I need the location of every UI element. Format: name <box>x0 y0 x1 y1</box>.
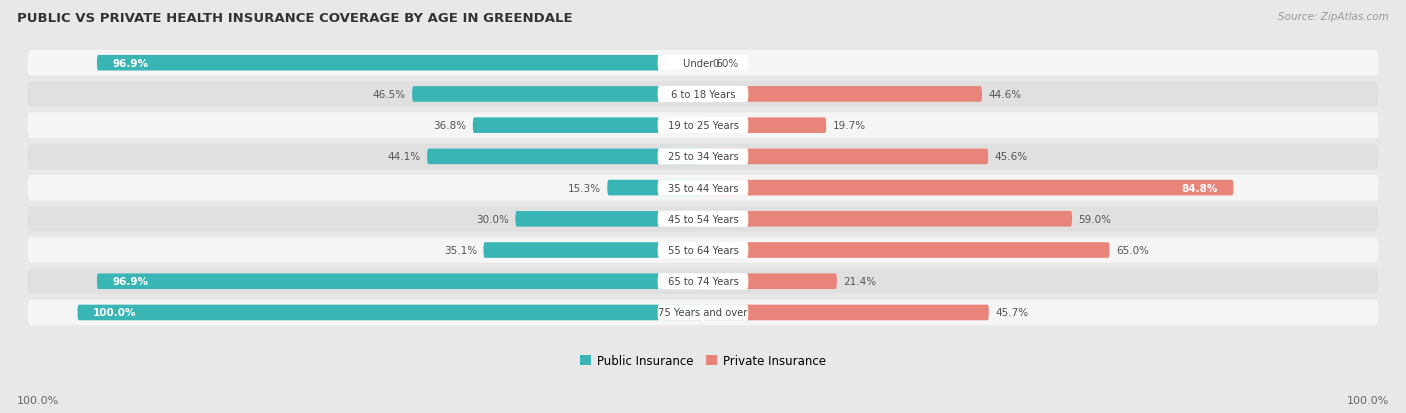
FancyBboxPatch shape <box>658 180 748 196</box>
FancyBboxPatch shape <box>516 211 703 227</box>
FancyBboxPatch shape <box>28 113 1378 139</box>
FancyBboxPatch shape <box>427 149 703 165</box>
FancyBboxPatch shape <box>97 274 703 290</box>
FancyBboxPatch shape <box>703 118 827 134</box>
FancyBboxPatch shape <box>484 242 703 258</box>
FancyBboxPatch shape <box>703 305 988 320</box>
FancyBboxPatch shape <box>658 273 748 290</box>
Text: 25 to 34 Years: 25 to 34 Years <box>668 152 738 162</box>
Text: 45.6%: 45.6% <box>994 152 1028 162</box>
Text: 35.1%: 35.1% <box>444 245 477 255</box>
Text: 45 to 54 Years: 45 to 54 Years <box>668 214 738 224</box>
Text: 96.9%: 96.9% <box>112 59 149 69</box>
FancyBboxPatch shape <box>28 237 1378 263</box>
FancyBboxPatch shape <box>28 176 1378 201</box>
Text: 84.8%: 84.8% <box>1181 183 1218 193</box>
Text: 19.7%: 19.7% <box>832 121 866 131</box>
Text: 30.0%: 30.0% <box>477 214 509 224</box>
FancyBboxPatch shape <box>97 56 703 71</box>
FancyBboxPatch shape <box>412 87 703 102</box>
Text: Source: ZipAtlas.com: Source: ZipAtlas.com <box>1278 12 1389 22</box>
FancyBboxPatch shape <box>658 87 748 103</box>
Text: 65 to 74 Years: 65 to 74 Years <box>668 277 738 287</box>
Text: 44.6%: 44.6% <box>988 90 1021 100</box>
FancyBboxPatch shape <box>28 206 1378 232</box>
Text: 36.8%: 36.8% <box>433 121 467 131</box>
Text: 35 to 44 Years: 35 to 44 Years <box>668 183 738 193</box>
Text: 100.0%: 100.0% <box>93 308 136 318</box>
FancyBboxPatch shape <box>28 82 1378 107</box>
FancyBboxPatch shape <box>703 211 1071 227</box>
Text: Under 6: Under 6 <box>683 59 723 69</box>
FancyBboxPatch shape <box>658 118 748 134</box>
Text: 59.0%: 59.0% <box>1078 214 1111 224</box>
Text: 44.1%: 44.1% <box>388 152 420 162</box>
FancyBboxPatch shape <box>703 274 837 290</box>
FancyBboxPatch shape <box>472 118 703 134</box>
Text: 0.0%: 0.0% <box>713 59 738 69</box>
FancyBboxPatch shape <box>703 180 1233 196</box>
FancyBboxPatch shape <box>658 149 748 165</box>
Legend: Public Insurance, Private Insurance: Public Insurance, Private Insurance <box>579 354 827 367</box>
FancyBboxPatch shape <box>28 269 1378 294</box>
Text: 75 Years and over: 75 Years and over <box>658 308 748 318</box>
FancyBboxPatch shape <box>703 242 1109 258</box>
Text: 45.7%: 45.7% <box>995 308 1028 318</box>
Text: 15.3%: 15.3% <box>568 183 600 193</box>
Text: 100.0%: 100.0% <box>1347 395 1389 405</box>
Text: 21.4%: 21.4% <box>844 277 876 287</box>
FancyBboxPatch shape <box>658 242 748 259</box>
Text: PUBLIC VS PRIVATE HEALTH INSURANCE COVERAGE BY AGE IN GREENDALE: PUBLIC VS PRIVATE HEALTH INSURANCE COVER… <box>17 12 572 25</box>
FancyBboxPatch shape <box>703 149 988 165</box>
FancyBboxPatch shape <box>703 87 981 102</box>
FancyBboxPatch shape <box>607 180 703 196</box>
FancyBboxPatch shape <box>77 305 703 320</box>
Text: 55 to 64 Years: 55 to 64 Years <box>668 245 738 255</box>
Text: 96.9%: 96.9% <box>112 277 149 287</box>
FancyBboxPatch shape <box>28 144 1378 170</box>
FancyBboxPatch shape <box>658 55 748 72</box>
Text: 46.5%: 46.5% <box>373 90 406 100</box>
Text: 100.0%: 100.0% <box>17 395 59 405</box>
Text: 6 to 18 Years: 6 to 18 Years <box>671 90 735 100</box>
FancyBboxPatch shape <box>28 51 1378 76</box>
FancyBboxPatch shape <box>658 211 748 228</box>
FancyBboxPatch shape <box>28 300 1378 325</box>
Text: 65.0%: 65.0% <box>1116 245 1149 255</box>
FancyBboxPatch shape <box>658 305 748 321</box>
Text: 19 to 25 Years: 19 to 25 Years <box>668 121 738 131</box>
